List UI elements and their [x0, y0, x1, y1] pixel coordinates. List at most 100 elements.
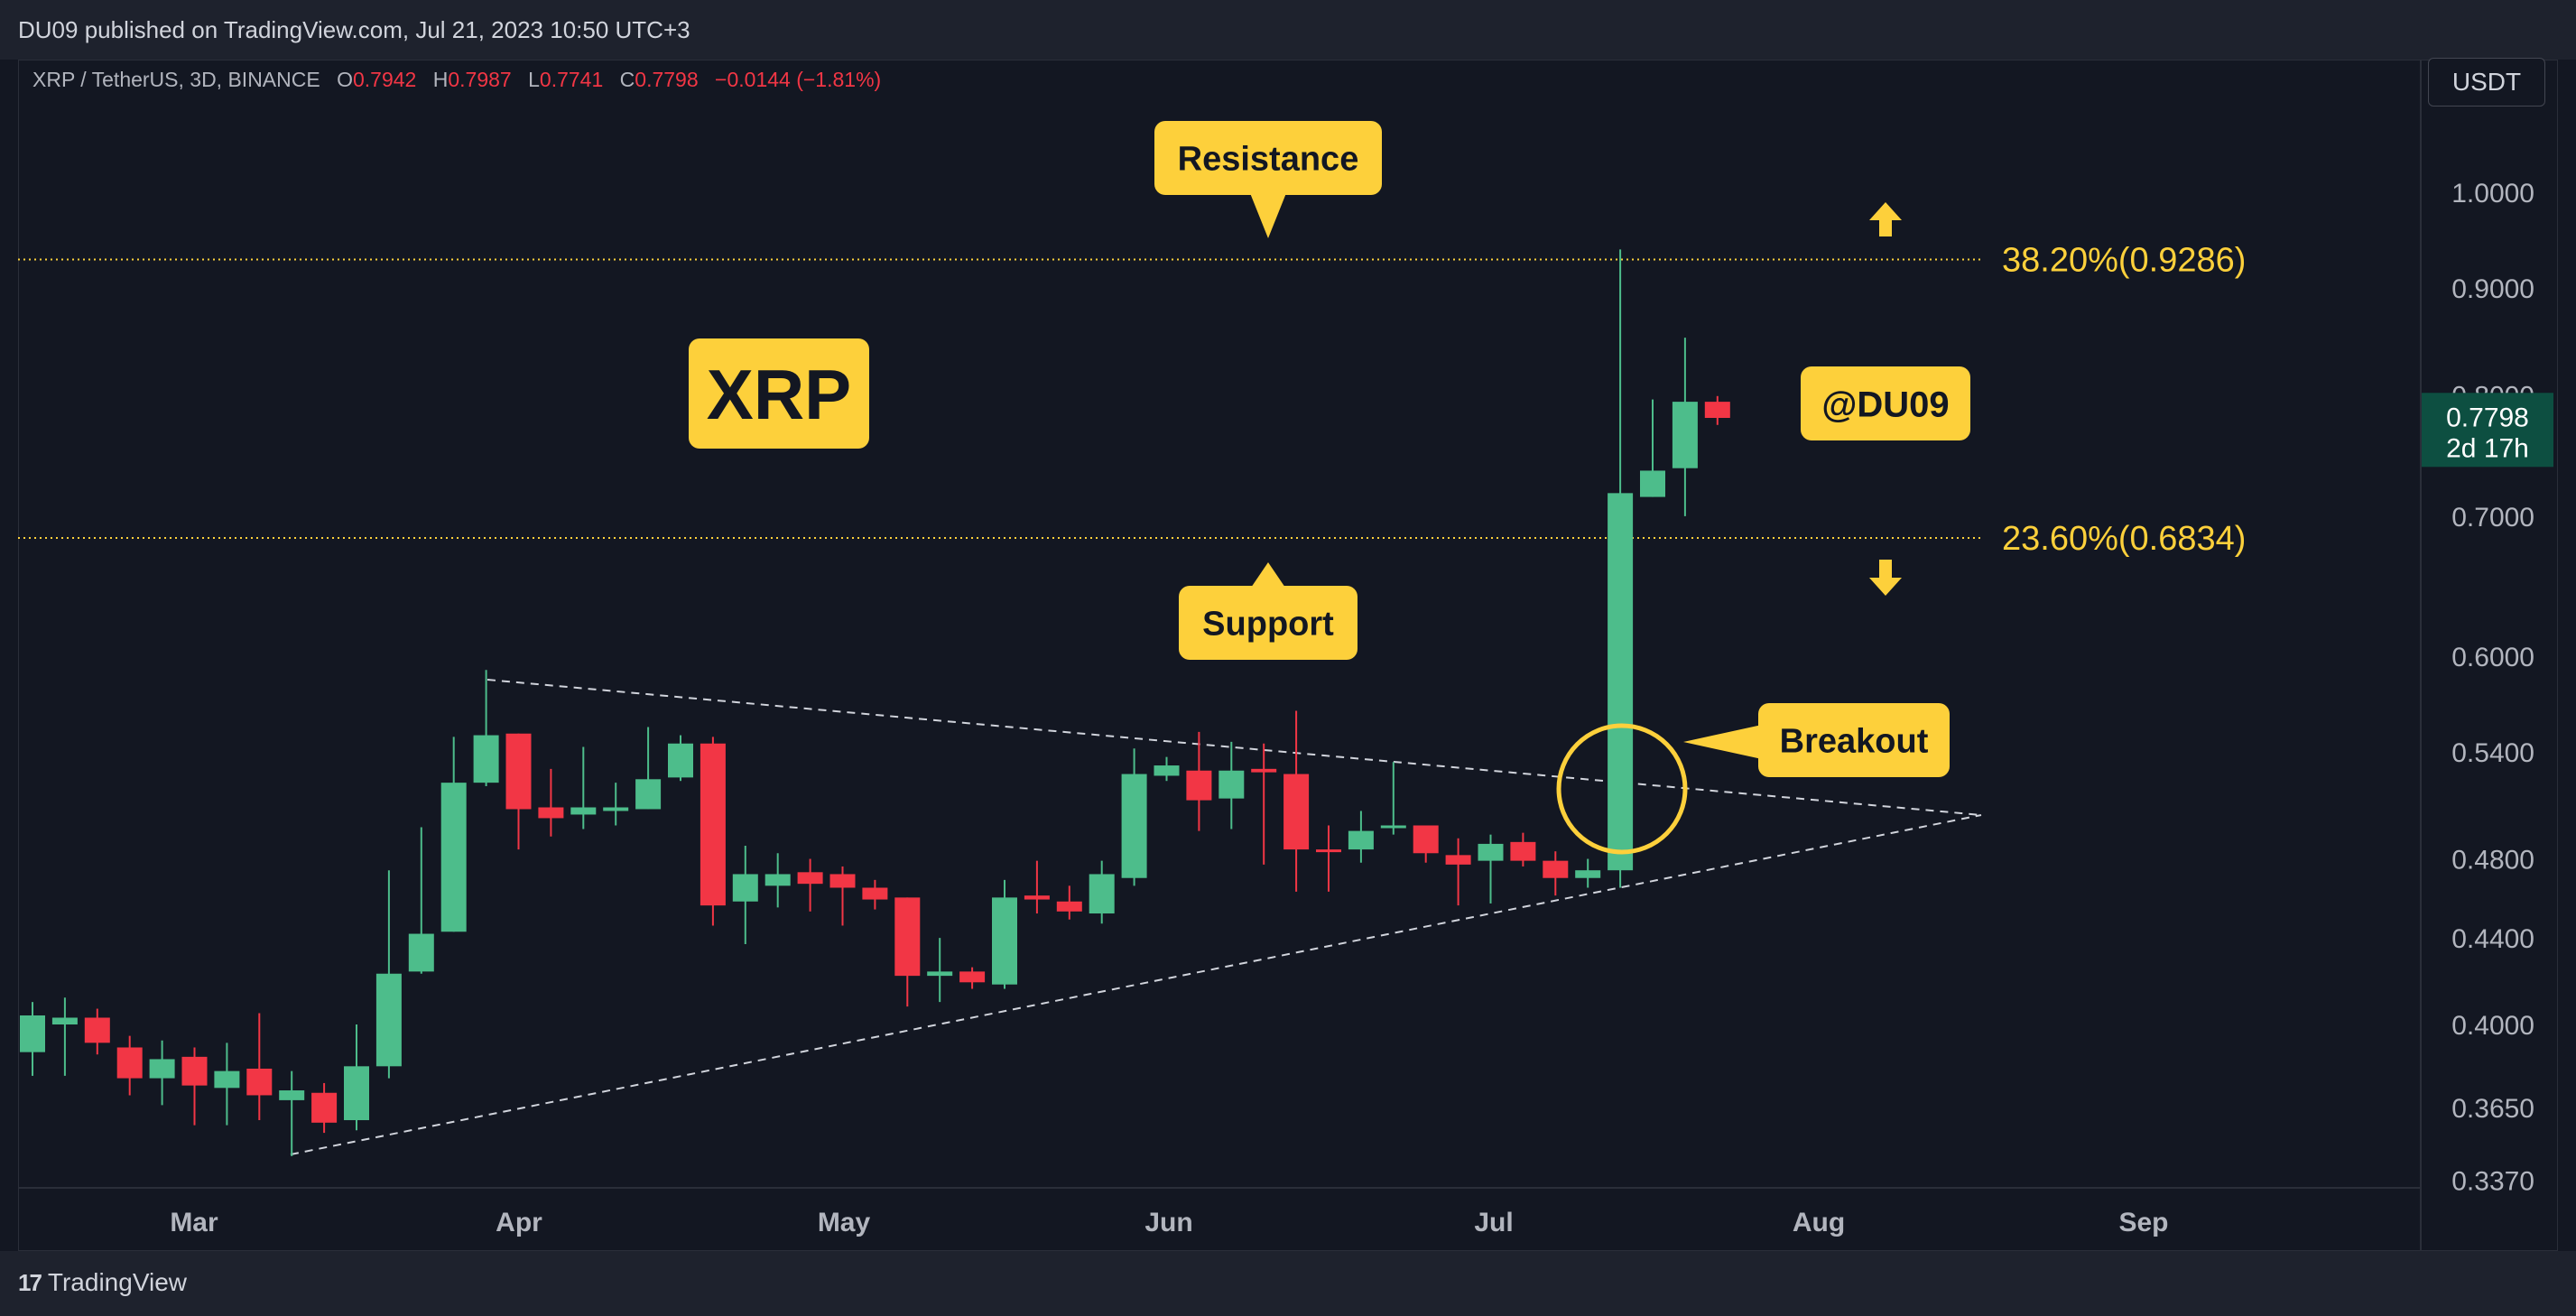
- candle-body: [344, 1066, 369, 1121]
- candle-body: [1024, 895, 1050, 900]
- y-tick-label: 0.3650: [2451, 1094, 2534, 1124]
- y-tick-label: 0.5400: [2451, 738, 2534, 768]
- candle-body: [603, 807, 629, 811]
- high-label: H: [432, 68, 449, 91]
- candle-body: [214, 1070, 240, 1089]
- candle-body: [992, 897, 1017, 985]
- candle-body: [1283, 774, 1310, 850]
- breakout-circle: [1556, 723, 1688, 855]
- candle-body: [1121, 774, 1147, 878]
- down-arrow-icon: [1869, 560, 1902, 596]
- candle-countdown: 2d 17h: [2446, 433, 2529, 463]
- support-label-pointer: [1251, 562, 1285, 588]
- candle-body: [84, 1017, 110, 1043]
- bottom-bar: [0, 1251, 2576, 1316]
- candle-body: [1445, 855, 1471, 865]
- support-label: Support: [1179, 562, 1357, 660]
- candle-body: [1219, 770, 1245, 799]
- resistance-label: Resistance: [1154, 121, 1382, 238]
- open-value: 0.7942: [353, 68, 417, 91]
- x-tick-label: Aug: [1793, 1208, 1845, 1237]
- tradingview-logo-text: TradingView: [47, 1268, 188, 1296]
- x-tick-label: May: [818, 1208, 871, 1237]
- breakout-label-box: [1758, 703, 1950, 777]
- candle-body: [311, 1092, 338, 1123]
- resistance-label-box: [1154, 121, 1382, 195]
- publish-info: DU09 published on TradingView.com, Jul 2…: [18, 16, 690, 43]
- x-tick-label: Mar: [170, 1208, 218, 1237]
- resistance-label-pointer: [1250, 193, 1286, 238]
- open-label: O: [337, 68, 353, 91]
- candle-body: [700, 743, 726, 906]
- candle-body: [149, 1059, 175, 1079]
- du09-watermark-label-box: [1801, 366, 1970, 440]
- currency-button[interactable]: USDT: [2428, 58, 2545, 107]
- candle-body: [797, 872, 823, 885]
- candle-body: [1380, 825, 1406, 829]
- candle-body: [1089, 874, 1115, 914]
- candle-body: [1575, 870, 1601, 878]
- xrp-title-label-box: [689, 338, 869, 449]
- candle-body: [829, 874, 856, 888]
- candle-body: [408, 933, 434, 972]
- resistance-label-text: Resistance: [1178, 141, 1359, 179]
- candle-body: [473, 735, 499, 783]
- y-tick-label: 0.6000: [2451, 643, 2534, 672]
- candle-body: [440, 783, 467, 932]
- candle-body: [20, 1015, 45, 1052]
- candle-body: [1413, 825, 1439, 854]
- candle-body: [246, 1068, 273, 1096]
- du09-watermark-label-text: @DU09: [1821, 385, 1949, 424]
- change-value: −0.0144 (−1.81%): [715, 68, 882, 91]
- candle-body: [1478, 843, 1504, 861]
- candle-body: [1510, 841, 1536, 861]
- candle-body: [1640, 470, 1665, 497]
- top-bar: [0, 0, 2576, 60]
- x-tick-label: Sep: [2118, 1208, 2168, 1237]
- candle-body: [1672, 402, 1698, 468]
- xrp-title-label: XRP: [689, 338, 869, 449]
- tradingview-logo-icon: 17: [18, 1268, 42, 1296]
- symbol-title[interactable]: XRP / TetherUS, 3D, BINANCE: [32, 68, 320, 91]
- y-tick-label: 1.0000: [2451, 179, 2534, 209]
- candle-body: [116, 1047, 143, 1079]
- candle-body: [668, 743, 693, 778]
- candle-body: [505, 733, 532, 810]
- low-value: 0.7741: [539, 68, 604, 91]
- y-tick-label: 0.4800: [2451, 846, 2534, 876]
- candle-body: [1608, 493, 1634, 871]
- last-price-value: 0.7798: [2446, 403, 2529, 432]
- y-tick-label: 0.4000: [2451, 1011, 2534, 1041]
- du09-watermark-label: @DU09: [1801, 366, 1970, 440]
- candle-body: [51, 1017, 78, 1024]
- y-tick-label: 0.9000: [2451, 274, 2534, 304]
- descending-trendline: [486, 679, 1982, 816]
- candle-body: [1704, 402, 1730, 419]
- fib-level-label: 38.20%(0.9286): [2002, 242, 2246, 280]
- support-label-box: [1179, 586, 1357, 660]
- symbol-legend: XRP / TetherUS, 3D, BINANCE O0.7942 H0.7…: [32, 68, 881, 92]
- xrp-title-label-text: XRP: [707, 355, 851, 434]
- candle-body: [732, 874, 758, 902]
- high-value: 0.7987: [448, 68, 512, 91]
- candle-body: [1186, 770, 1212, 801]
- low-label: L: [528, 68, 540, 91]
- x-tick-label: Jun: [1144, 1208, 1192, 1237]
- support-label-text: Support: [1202, 606, 1334, 644]
- candle-body: [1251, 768, 1277, 773]
- tradingview-logo[interactable]: 17 TradingView: [18, 1268, 187, 1297]
- candle-body: [570, 807, 597, 815]
- candle-body: [764, 874, 791, 886]
- candle-body: [1543, 860, 1569, 878]
- candle-body: [1316, 849, 1341, 853]
- candle-body: [538, 807, 564, 819]
- breakout-label-text: Breakout: [1780, 723, 1929, 761]
- candle-body: [1056, 901, 1082, 912]
- candle-body: [862, 887, 888, 900]
- candle-body: [635, 779, 662, 810]
- close-value: 0.7798: [635, 68, 699, 91]
- close-label: C: [619, 68, 635, 91]
- ascending-trendline: [290, 814, 1982, 1155]
- x-tick-label: Jul: [1474, 1208, 1513, 1237]
